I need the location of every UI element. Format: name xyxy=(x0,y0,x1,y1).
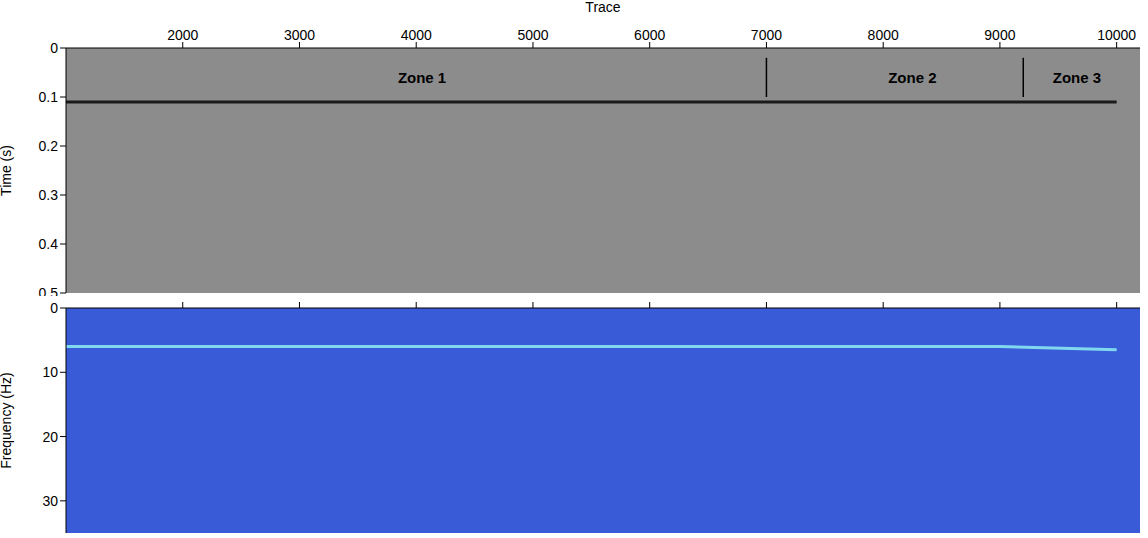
svg-text:30: 30 xyxy=(42,493,58,509)
svg-text:Frequency (Hz): Frequency (Hz) xyxy=(0,372,14,468)
svg-text:7000: 7000 xyxy=(751,27,782,43)
svg-text:10000: 10000 xyxy=(1097,27,1136,43)
svg-text:5000: 5000 xyxy=(517,27,548,43)
svg-text:0: 0 xyxy=(50,40,58,56)
svg-text:0.5: 0.5 xyxy=(39,285,59,296)
svg-text:Time (s): Time (s) xyxy=(0,145,14,196)
svg-text:0.1: 0.1 xyxy=(39,89,59,105)
svg-text:4000: 4000 xyxy=(401,27,432,43)
svg-text:0: 0 xyxy=(50,300,58,316)
svg-text:10: 10 xyxy=(42,364,58,380)
svg-text:20: 20 xyxy=(42,429,58,445)
svg-text:2000: 2000 xyxy=(167,27,198,43)
svg-text:9000: 9000 xyxy=(984,27,1015,43)
svg-text:0.4: 0.4 xyxy=(39,236,59,252)
svg-text:Trace: Trace xyxy=(585,0,620,15)
svg-text:Zone 2: Zone 2 xyxy=(888,69,936,86)
svg-text:6000: 6000 xyxy=(634,27,665,43)
svg-text:8000: 8000 xyxy=(868,27,899,43)
svg-text:0.3: 0.3 xyxy=(39,187,59,203)
svg-text:3000: 3000 xyxy=(284,27,315,43)
svg-text:Zone 3: Zone 3 xyxy=(1053,69,1101,86)
svg-text:0.2: 0.2 xyxy=(39,138,59,154)
svg-text:Zone 1: Zone 1 xyxy=(398,69,446,86)
